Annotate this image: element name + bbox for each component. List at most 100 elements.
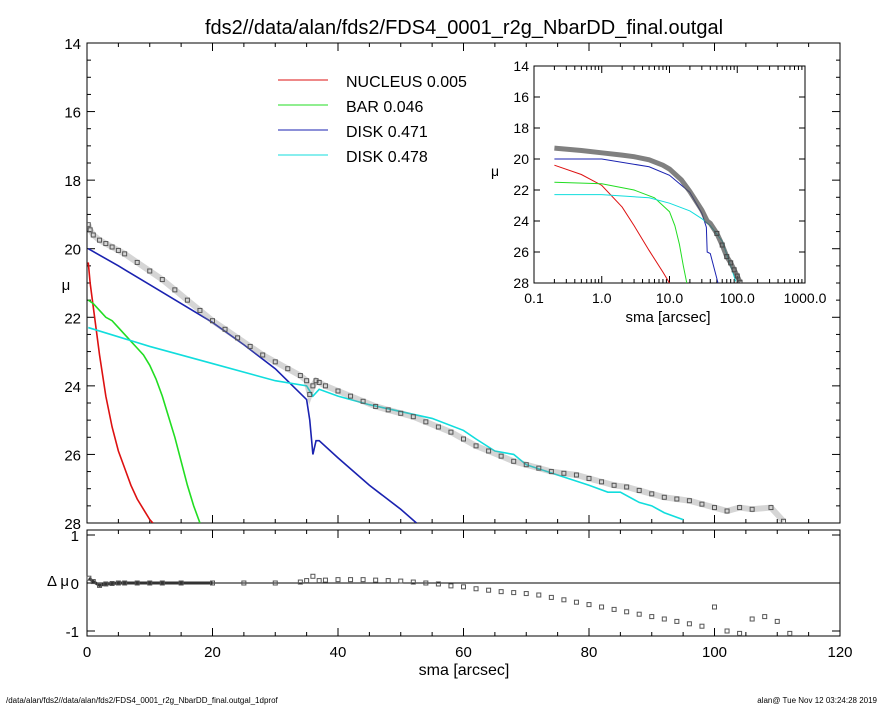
residual-point: [686, 621, 692, 627]
legend-label-disk1: DISK 0.471: [346, 124, 428, 141]
main-data-point: [297, 373, 303, 379]
inset-y-tick-label: 20: [513, 151, 529, 167]
main-data-point: [461, 436, 466, 442]
residual-point: [348, 577, 354, 583]
residual-point: [624, 609, 630, 615]
residual-y-label: Δ μ: [47, 573, 69, 590]
residual-point: [674, 618, 680, 624]
legend-label-bar: BAR 0.046: [346, 99, 423, 116]
residual-point: [304, 578, 310, 584]
main-data-point: [768, 505, 774, 511]
residual-point: [561, 597, 567, 603]
main-data-point: [724, 508, 730, 514]
residual-point: [599, 604, 605, 610]
main-series-nucleus: [87, 262, 154, 523]
residual-y-tick-label: 0: [71, 576, 79, 593]
inset-y-tick-label: 26: [513, 244, 529, 260]
residual-point: [749, 616, 755, 622]
residual-x-tick-label: 40: [330, 644, 347, 661]
residual-point: [473, 586, 479, 592]
residual-point: [724, 628, 730, 634]
inset-x-tick-label: 100.0: [720, 290, 755, 306]
main-data-point: [87, 222, 91, 228]
main-data-point: [561, 470, 567, 476]
inset-data-point: [719, 242, 725, 248]
main-data-point: [423, 419, 429, 425]
main-series-group: [87, 222, 787, 523]
main-data-point: [599, 479, 605, 485]
main-data-point: [322, 383, 328, 389]
inset-data-point: [714, 230, 720, 236]
residual-x-tick-label: 120: [827, 644, 852, 661]
residual-x-tick-label: 20: [204, 644, 221, 661]
main-data-point: [360, 398, 366, 404]
inset-data-point: [728, 260, 734, 266]
residual-point: [115, 580, 121, 586]
residual-point: [448, 583, 454, 589]
residual-point: [310, 573, 316, 579]
main-series-disk2: [88, 326, 684, 521]
residual-point: [787, 630, 793, 636]
residual-point: [335, 577, 341, 583]
residual-point: [636, 611, 642, 617]
main-data-point: [523, 462, 529, 468]
residual-point: [498, 589, 504, 595]
main-data-point: [122, 251, 128, 257]
main-y-label: μ: [62, 277, 71, 294]
main-data-point: [661, 494, 667, 500]
main-data-point: [781, 518, 787, 523]
main-data-point: [586, 475, 592, 481]
main-data-point: [304, 378, 310, 384]
residual-point: [360, 577, 366, 583]
main-data-point: [548, 469, 554, 475]
residual-dense-band: [87, 577, 213, 587]
main-data-point: [511, 458, 517, 464]
residual-point: [97, 582, 103, 588]
residual-point: [272, 580, 278, 586]
legend-label-disk2: DISK 0.478: [346, 149, 428, 166]
inset-y-tick-label: 14: [513, 58, 529, 74]
legend: NUCLEUS 0.005 BAR 0.046 DISK 0.471 DISK 0.4…: [278, 74, 467, 166]
inset-y-tick-label: 16: [513, 89, 529, 105]
residual-point: [611, 606, 617, 612]
legend-label-nucleus: NUCLEUS 0.005: [346, 74, 467, 91]
residual-point: [762, 614, 768, 620]
residual-point: [86, 575, 92, 581]
main-y-tick-label: 22: [64, 310, 81, 327]
inset-series-nucleus: [554, 164, 670, 283]
residual-point: [661, 616, 667, 622]
inset-x-label: sma [arcsec]: [625, 309, 710, 326]
inset-y-label: μ: [491, 163, 499, 179]
main-data-point: [573, 472, 579, 478]
main-data-point: [498, 453, 504, 459]
residual-point: [373, 577, 379, 583]
inset-y-tick-label: 28: [513, 275, 529, 291]
main-data-point: [686, 498, 692, 504]
main-data-point: [184, 297, 190, 303]
residual-point: [699, 623, 705, 629]
main-data-point: [222, 326, 228, 332]
main-data-point: [172, 287, 178, 293]
main-data-point: [109, 244, 115, 250]
residual-point: [90, 579, 96, 585]
main-y-tick-label: 24: [64, 379, 81, 396]
residual-point: [385, 578, 391, 584]
residual-point: [134, 580, 140, 586]
residual-point: [548, 594, 554, 600]
residual-point: [712, 604, 717, 610]
residual-x-tick-label: 100: [702, 644, 727, 661]
residual-x-tick-label: 80: [581, 644, 598, 661]
inset-x-tick-label: 1.0: [592, 290, 612, 306]
main-data-point: [316, 379, 322, 385]
main-data-point: [87, 227, 93, 233]
residual-point: [322, 577, 328, 583]
residual-y-axis: 1 0 -1: [66, 528, 840, 641]
main-y-tick-label: 26: [64, 447, 81, 464]
main-data-point: [473, 443, 479, 449]
residual-point: [486, 587, 492, 593]
main-data-point: [260, 352, 266, 358]
inset-data-point: [737, 279, 743, 283]
residual-point: [523, 591, 529, 597]
residual-point: [241, 580, 247, 586]
